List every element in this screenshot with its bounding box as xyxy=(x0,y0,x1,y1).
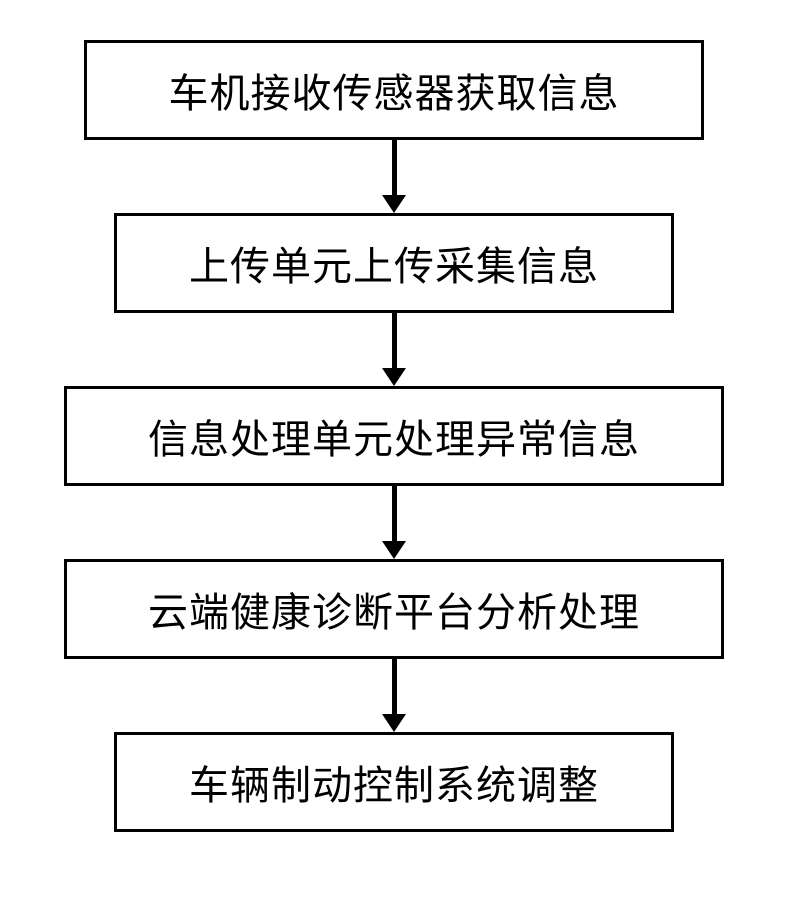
arrow-head-icon xyxy=(382,195,406,213)
flow-node-3: 信息处理单元处理异常信息 xyxy=(64,386,724,486)
flow-arrow-1 xyxy=(382,140,406,213)
flow-node-3-label: 信息处理单元处理异常信息 xyxy=(148,407,640,465)
flow-arrow-3 xyxy=(382,486,406,559)
flow-node-5-label: 车辆制动控制系统调整 xyxy=(189,753,599,811)
arrow-line xyxy=(392,659,397,714)
flow-arrow-2 xyxy=(382,313,406,386)
flow-node-2-label: 上传单元上传采集信息 xyxy=(189,234,599,292)
arrow-line xyxy=(392,140,397,195)
flow-node-1-label: 车机接收传感器获取信息 xyxy=(169,61,620,119)
arrow-head-icon xyxy=(382,541,406,559)
arrow-head-icon xyxy=(382,368,406,386)
flow-node-4: 云端健康诊断平台分析处理 xyxy=(64,559,724,659)
flow-node-4-label: 云端健康诊断平台分析处理 xyxy=(148,580,640,638)
flow-node-2: 上传单元上传采集信息 xyxy=(114,213,674,313)
arrow-head-icon xyxy=(382,714,406,732)
flowchart-container: 车机接收传感器获取信息 上传单元上传采集信息 信息处理单元处理异常信息 云端健康… xyxy=(64,40,724,832)
flow-arrow-4 xyxy=(382,659,406,732)
flow-node-1: 车机接收传感器获取信息 xyxy=(84,40,704,140)
arrow-line xyxy=(392,313,397,368)
flow-node-5: 车辆制动控制系统调整 xyxy=(114,732,674,832)
arrow-line xyxy=(392,486,397,541)
